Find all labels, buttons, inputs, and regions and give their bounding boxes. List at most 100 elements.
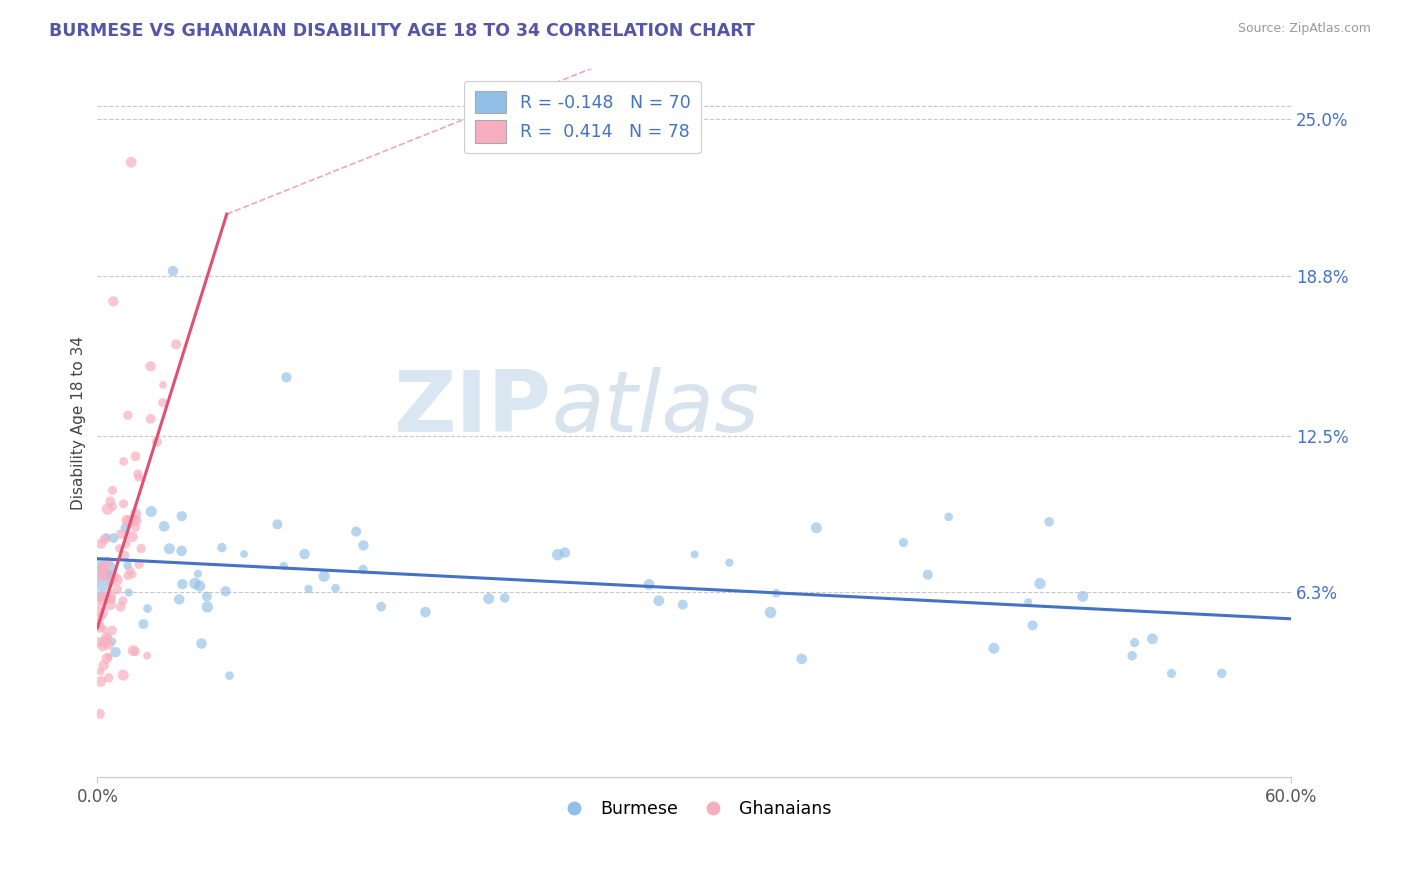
- Point: [112, 497, 135, 511]
- Point: [370, 599, 392, 614]
- Point: [115, 537, 138, 551]
- Point: [125, 507, 148, 521]
- Point: [1038, 515, 1060, 529]
- Point: [101, 483, 124, 498]
- Point: [494, 591, 516, 605]
- Point: [115, 514, 138, 528]
- Point: [129, 541, 152, 556]
- Point: [97, 649, 120, 664]
- Point: [89, 665, 111, 679]
- Point: [157, 541, 180, 556]
- Text: ZIP: ZIP: [394, 368, 551, 450]
- Point: [93, 623, 115, 637]
- Point: [276, 370, 298, 384]
- Point: [94, 592, 117, 607]
- Point: [139, 412, 162, 426]
- Point: [638, 577, 661, 591]
- Point: [683, 547, 706, 561]
- Point: [1021, 618, 1043, 632]
- Point: [91, 570, 114, 584]
- Point: [98, 598, 121, 612]
- Point: [105, 573, 128, 587]
- Point: [1017, 595, 1039, 609]
- Point: [96, 651, 118, 665]
- Point: [170, 509, 193, 524]
- Point: [118, 514, 141, 528]
- Point: [136, 648, 159, 663]
- Point: [152, 395, 174, 409]
- Point: [97, 638, 120, 652]
- Point: [648, 593, 671, 607]
- Point: [233, 547, 256, 561]
- Point: [218, 668, 240, 682]
- Point: [101, 624, 124, 638]
- Point: [1029, 576, 1052, 591]
- Point: [167, 592, 190, 607]
- Point: [105, 582, 128, 597]
- Point: [312, 569, 335, 583]
- Point: [104, 645, 127, 659]
- Point: [89, 590, 111, 604]
- Point: [100, 591, 122, 606]
- Point: [325, 581, 347, 595]
- Point: [110, 527, 132, 541]
- Point: [103, 531, 125, 545]
- Point: [165, 337, 187, 351]
- Point: [122, 513, 145, 527]
- Point: [98, 494, 121, 508]
- Point: [108, 541, 131, 556]
- Point: [195, 599, 218, 614]
- Point: [547, 548, 569, 562]
- Point: [893, 535, 915, 549]
- Point: [127, 467, 149, 481]
- Point: [1142, 632, 1164, 646]
- Point: [190, 636, 212, 650]
- Point: [121, 567, 143, 582]
- Point: [96, 502, 118, 516]
- Point: [759, 606, 782, 620]
- Point: [184, 576, 207, 591]
- Point: [91, 639, 114, 653]
- Point: [93, 562, 115, 576]
- Point: [1121, 648, 1143, 663]
- Point: [765, 586, 787, 600]
- Point: [141, 504, 163, 518]
- Point: [112, 593, 135, 607]
- Point: [120, 564, 142, 578]
- Text: Source: ZipAtlas.com: Source: ZipAtlas.com: [1237, 22, 1371, 36]
- Point: [112, 668, 135, 682]
- Point: [114, 549, 136, 563]
- Point: [294, 547, 316, 561]
- Point: [87, 617, 110, 632]
- Point: [103, 570, 125, 584]
- Y-axis label: Disability Age 18 to 34: Disability Age 18 to 34: [72, 336, 86, 510]
- Point: [938, 509, 960, 524]
- Point: [297, 582, 319, 596]
- Point: [124, 644, 146, 658]
- Point: [344, 524, 367, 539]
- Point: [90, 674, 112, 689]
- Point: [124, 450, 146, 464]
- Point: [124, 520, 146, 534]
- Point: [96, 530, 118, 544]
- Point: [110, 599, 132, 614]
- Point: [97, 630, 120, 644]
- Text: BURMESE VS GHANAIAN DISABILITY AGE 18 TO 34 CORRELATION CHART: BURMESE VS GHANAIAN DISABILITY AGE 18 TO…: [49, 22, 755, 40]
- Point: [211, 541, 233, 555]
- Point: [415, 605, 437, 619]
- Point: [97, 555, 120, 569]
- Point: [718, 556, 741, 570]
- Point: [1123, 635, 1146, 649]
- Point: [790, 652, 813, 666]
- Point: [112, 454, 135, 468]
- Point: [554, 546, 576, 560]
- Point: [93, 635, 115, 649]
- Point: [1160, 666, 1182, 681]
- Point: [117, 409, 139, 423]
- Point: [128, 558, 150, 572]
- Point: [170, 544, 193, 558]
- Point: [89, 558, 111, 572]
- Point: [91, 573, 114, 587]
- Point: [98, 589, 121, 603]
- Point: [90, 609, 112, 624]
